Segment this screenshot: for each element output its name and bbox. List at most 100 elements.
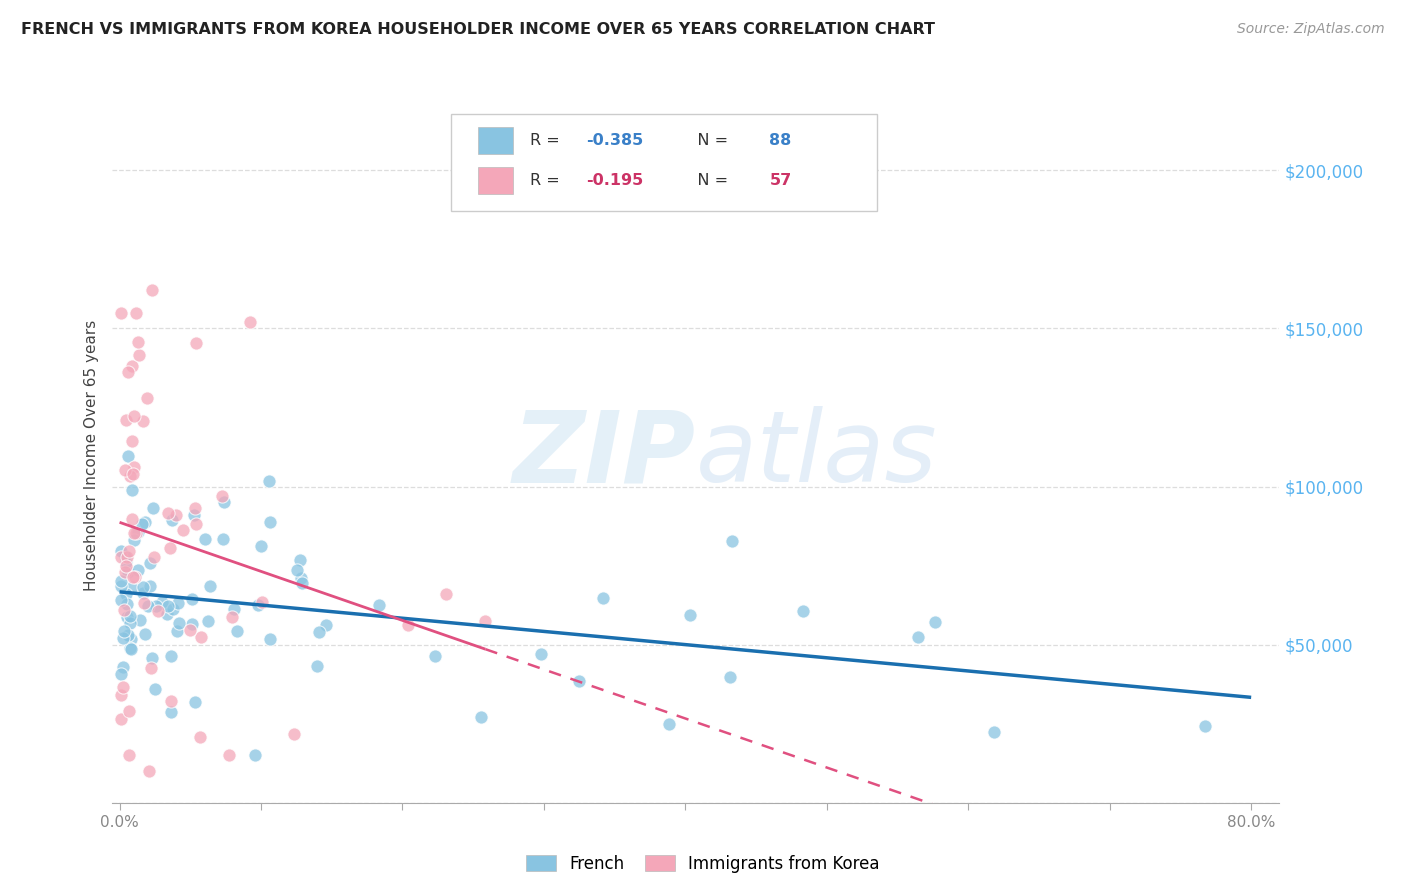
Text: atlas: atlas [696, 407, 938, 503]
Point [120, 632, 142, 646]
Point [983, 725, 1005, 739]
Point [679, 607, 702, 622]
Point [118, 543, 141, 558]
Point [110, 713, 132, 727]
Point [121, 580, 143, 594]
Point [222, 602, 245, 616]
Point [247, 598, 270, 612]
Point [124, 525, 146, 540]
Text: -0.385: -0.385 [586, 133, 644, 147]
Point [139, 579, 162, 593]
Y-axis label: Householder Income Over 65 years: Householder Income Over 65 years [84, 319, 100, 591]
Point [110, 544, 132, 558]
Point [125, 525, 148, 540]
Point [121, 359, 143, 374]
FancyBboxPatch shape [478, 167, 513, 194]
Point [136, 599, 159, 613]
Point [568, 674, 591, 689]
Point [291, 576, 314, 591]
Point [115, 549, 138, 564]
Point [239, 315, 262, 329]
Point [124, 570, 146, 584]
Point [315, 618, 337, 632]
Point [127, 563, 149, 577]
Point [134, 627, 156, 641]
Point [721, 533, 744, 548]
Point [141, 650, 163, 665]
Point [132, 414, 155, 428]
Point [165, 508, 187, 522]
Point [288, 552, 311, 566]
Point [212, 532, 235, 546]
Point [122, 570, 145, 584]
Point [159, 705, 181, 719]
Text: ZIP: ZIP [513, 407, 696, 503]
Point [135, 391, 157, 405]
Point [115, 597, 138, 611]
Legend: French, Immigrants from Korea: French, Immigrants from Korea [520, 848, 886, 880]
Point [114, 463, 136, 477]
Text: Source: ZipAtlas.com: Source: ZipAtlas.com [1237, 22, 1385, 37]
Point [117, 628, 139, 642]
Point [250, 595, 273, 609]
Point [159, 694, 181, 708]
Point [179, 623, 201, 637]
Point [305, 659, 328, 673]
Point [530, 647, 553, 661]
Point [125, 306, 148, 320]
Point [122, 533, 145, 548]
Point [117, 365, 139, 379]
Point [132, 596, 155, 610]
Point [132, 586, 155, 600]
Point [184, 335, 207, 350]
Point [474, 615, 496, 629]
Point [188, 730, 211, 744]
Text: R =: R = [530, 133, 565, 147]
Point [211, 489, 233, 503]
Point [120, 642, 142, 657]
Point [249, 539, 271, 553]
Point [156, 607, 179, 621]
Point [907, 630, 929, 644]
Point [194, 532, 217, 546]
Point [218, 748, 240, 763]
Text: N =: N = [682, 133, 733, 147]
Point [172, 523, 194, 537]
Point [114, 549, 136, 563]
Point [120, 609, 142, 624]
Point [117, 449, 139, 463]
Point [183, 508, 205, 523]
Point [138, 764, 160, 779]
Point [118, 748, 141, 763]
Point [396, 617, 419, 632]
Point [121, 434, 143, 448]
Point [120, 641, 142, 656]
Text: 57: 57 [769, 173, 792, 188]
Point [226, 624, 249, 638]
Point [198, 579, 221, 593]
Point [110, 305, 132, 319]
Point [127, 524, 149, 539]
Point [110, 593, 132, 607]
Point [259, 632, 281, 646]
Point [160, 648, 183, 663]
Text: FRENCH VS IMMIGRANTS FROM KOREA HOUSEHOLDER INCOME OVER 65 YEARS CORRELATION CHA: FRENCH VS IMMIGRANTS FROM KOREA HOUSEHOL… [21, 22, 935, 37]
Point [115, 559, 138, 574]
Point [285, 563, 308, 577]
Point [122, 409, 145, 423]
Point [184, 517, 207, 532]
Point [183, 695, 205, 709]
Text: -0.195: -0.195 [586, 173, 644, 188]
Point [160, 513, 183, 527]
Point [132, 580, 155, 594]
Point [212, 495, 235, 509]
Point [122, 467, 145, 482]
Point [156, 599, 179, 614]
Point [115, 587, 138, 601]
Point [118, 469, 141, 483]
Point [110, 666, 132, 681]
Point [114, 556, 136, 570]
Point [257, 474, 280, 488]
Point [121, 483, 143, 497]
Point [111, 631, 134, 645]
